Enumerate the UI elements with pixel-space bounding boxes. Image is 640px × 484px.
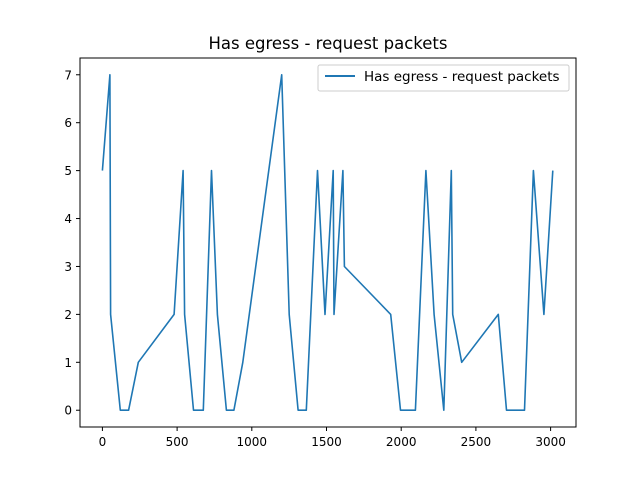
x-tick-label: 2500 bbox=[461, 435, 492, 449]
x-tick-label: 2000 bbox=[386, 435, 417, 449]
y-tick-label: 3 bbox=[64, 260, 72, 274]
series-line bbox=[101, 74, 554, 412]
y-axis-ticks: 0 1 2 3 4 5 6 7 bbox=[64, 68, 80, 418]
legend: Has egress - request packets bbox=[317, 64, 570, 92]
y-tick-label: 5 bbox=[64, 164, 72, 178]
y-tick-label: 0 bbox=[64, 404, 72, 418]
y-tick-label: 7 bbox=[64, 68, 72, 82]
x-tick-label: 3000 bbox=[535, 435, 566, 449]
legend-label: Has egress - request packets bbox=[364, 69, 560, 85]
y-tick-label: 2 bbox=[64, 308, 72, 322]
chart-title: Has egress - request packets bbox=[208, 34, 447, 53]
plot-area-frame bbox=[79, 57, 577, 428]
x-tick-label: 0 bbox=[99, 435, 107, 449]
series-lines bbox=[101, 74, 554, 412]
y-tick-label: 6 bbox=[64, 116, 72, 130]
x-axis-ticks: 0 500 1000 1500 2000 2500 3000 bbox=[99, 427, 566, 449]
y-tick-label: 1 bbox=[64, 356, 72, 370]
x-tick-label: 500 bbox=[166, 435, 189, 449]
x-tick-label: 1500 bbox=[311, 435, 342, 449]
y-tick-label: 4 bbox=[64, 212, 72, 226]
x-tick-label: 1000 bbox=[237, 435, 268, 449]
legend-box bbox=[317, 64, 570, 92]
